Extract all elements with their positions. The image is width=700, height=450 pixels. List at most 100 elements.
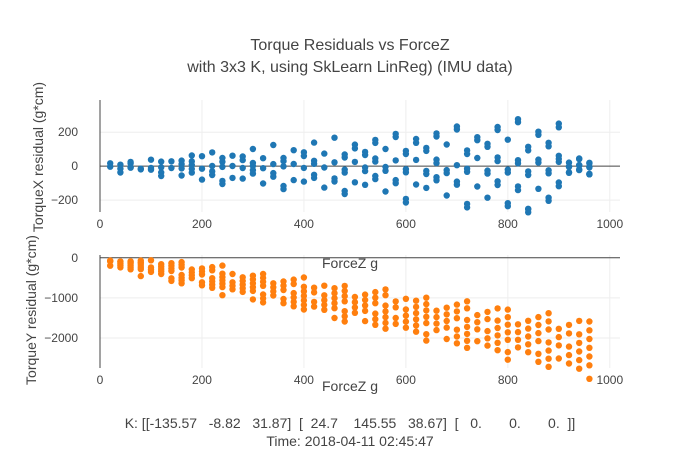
torquex-point	[412, 139, 420, 146]
torquex-ytick-label: 200	[58, 125, 78, 139]
torquey-point	[290, 294, 297, 301]
torquey-point	[331, 300, 338, 307]
torquex-point	[351, 145, 359, 152]
torquex-point	[545, 167, 552, 174]
torquex-point	[300, 164, 308, 172]
torquey-point	[168, 260, 175, 267]
torquey-point	[586, 344, 593, 351]
torquey-point	[341, 292, 348, 300]
torquey-point	[361, 296, 369, 304]
torquey-point	[300, 274, 308, 281]
k-matrix-text: K: [[-135.57 -8.82 31.87] [ 24.7 145.55 …	[125, 415, 576, 431]
torquey-point	[341, 287, 348, 295]
torquey-point	[147, 264, 155, 271]
torquey-point	[341, 282, 348, 290]
torquex-point	[117, 169, 124, 176]
torquey-point	[443, 324, 450, 331]
torquex-point	[484, 140, 491, 147]
torquey-point	[290, 280, 297, 288]
torquex-point	[209, 149, 216, 156]
torquex-point	[219, 177, 226, 185]
torquey-point	[117, 258, 124, 265]
torquey-point	[290, 298, 297, 306]
torquex-point	[504, 166, 511, 173]
torquey-point	[504, 321, 511, 328]
torquex-point	[290, 160, 297, 168]
torquey-point	[463, 330, 471, 338]
torquey-point	[555, 333, 562, 341]
torquey-point	[209, 275, 216, 282]
torquex-point	[259, 165, 267, 172]
torquex-point	[158, 164, 165, 171]
torquey-point	[484, 327, 491, 335]
torquey-point	[423, 300, 430, 308]
torquex-point	[484, 167, 491, 174]
torquex-point	[290, 147, 297, 154]
chart-title-line2: with 3x3 K, using SkLearn LinReg) (IMU d…	[186, 59, 512, 76]
torquey-point	[474, 326, 481, 333]
torquex-point	[310, 171, 318, 178]
torquex-point	[443, 166, 450, 174]
torquex-point	[402, 147, 410, 155]
torquex-point	[341, 187, 348, 195]
torquex-point	[168, 158, 175, 165]
torquex-point	[453, 178, 461, 185]
torquey-point	[443, 311, 450, 318]
torquex-point	[331, 175, 338, 182]
torquey-point	[545, 347, 552, 354]
torquey-point	[453, 333, 461, 340]
torquey-point	[147, 257, 155, 264]
torquex-point	[535, 185, 542, 192]
torquex-point	[514, 116, 522, 123]
torquey-point	[321, 301, 328, 309]
torquey-point	[382, 313, 389, 321]
torquex-point	[525, 147, 532, 154]
torquey-xtick-label: 600	[396, 373, 416, 387]
torquex-point	[392, 130, 399, 138]
torquex-point	[147, 156, 155, 163]
torquey-point	[392, 320, 399, 328]
torquey-point	[382, 325, 389, 332]
torquex-point	[341, 151, 348, 158]
torquex-point	[463, 204, 471, 211]
torquey-point	[545, 326, 552, 333]
chart-title-line1: Torque Residuals vs ForceZ	[250, 37, 449, 54]
torquey-point	[453, 301, 461, 308]
torquex-point	[270, 160, 277, 168]
torquex-point	[321, 150, 328, 157]
torquey-xtick-label: 200	[192, 373, 212, 387]
torquex-point	[494, 123, 501, 131]
torquey-point	[423, 331, 430, 338]
torquex-point	[474, 183, 481, 190]
torquex-point	[310, 157, 318, 164]
torquex-point	[474, 154, 481, 162]
torquey-point	[555, 355, 562, 362]
torquey-point	[565, 343, 573, 350]
torquey-point	[392, 304, 399, 311]
torquex-point	[372, 136, 379, 144]
torquex-point	[525, 171, 532, 179]
torquey-point	[392, 314, 399, 322]
torquex-ytick-label: 0	[71, 159, 78, 173]
torquey-point	[443, 335, 450, 343]
torquey-point	[545, 355, 552, 362]
torquex-point	[423, 144, 430, 152]
torquey-point	[382, 308, 389, 315]
torquex-point	[188, 152, 195, 159]
torquex-point	[270, 173, 277, 180]
torquey-point	[249, 296, 257, 303]
torquey-point	[586, 318, 593, 325]
torquex-point	[463, 150, 471, 158]
torquex-point	[423, 167, 430, 175]
torquey-point	[474, 311, 481, 319]
torquey-point	[361, 291, 369, 298]
torquey-point	[290, 303, 297, 310]
torquey-point	[504, 356, 511, 363]
torquex-point	[147, 164, 155, 172]
torquey-point	[402, 306, 410, 313]
torquex-point	[576, 161, 583, 169]
yaxis-title-bottom: TorqueY residual (g*cm)	[23, 235, 39, 385]
torquex-point	[178, 160, 185, 168]
torquex-point	[280, 154, 287, 162]
